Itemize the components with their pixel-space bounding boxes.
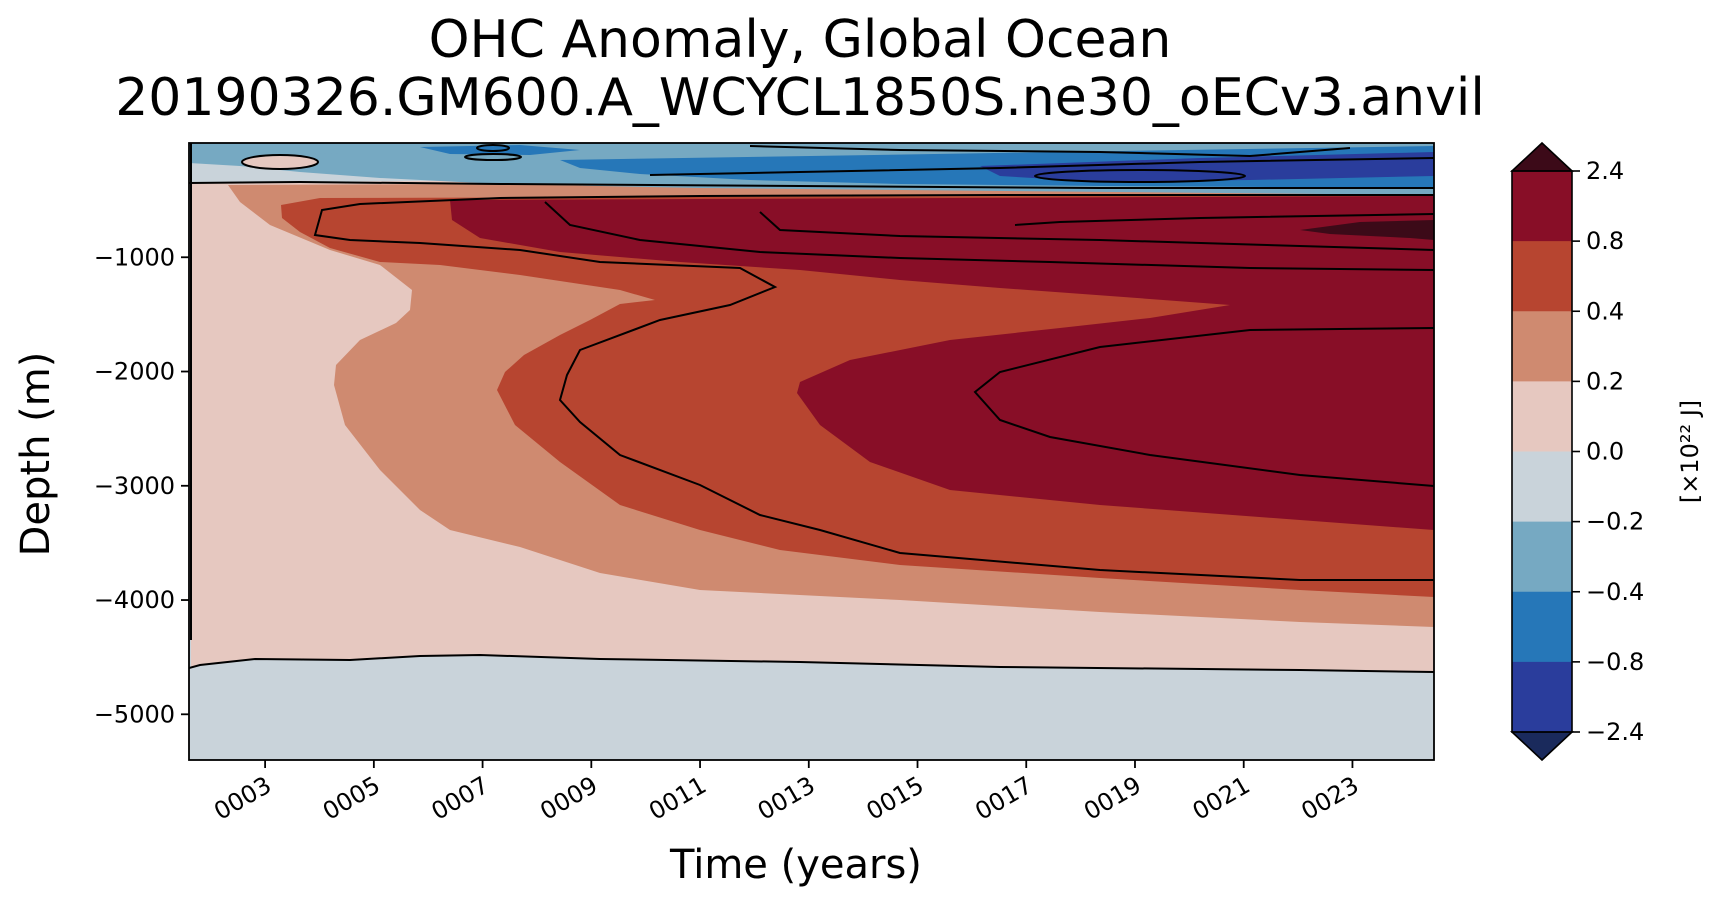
colorbar-bin: [1512, 451, 1572, 523]
colorbar-label: [×10²² J]: [1676, 400, 1704, 503]
chart-subtitle: 20190326.GM600.A_WCYCL1850S.ne30_oECv3.a…: [115, 68, 1485, 128]
y-tick-label: −5000: [94, 700, 175, 728]
x-tick-label: 0011: [644, 771, 711, 826]
colorbar: 2.4 0.8 0.4 0.2 0.0 −0.2 −0.4 −0.8 −2.4 [×10²² J]: [1509, 141, 1704, 762]
y-tick-label: −4000: [94, 586, 175, 614]
y-tick-label: −3000: [94, 472, 175, 500]
x-tick-label: 0017: [970, 771, 1037, 826]
contour-line-small-2: [464, 153, 522, 161]
colorbar-tick-label: −0.2: [1586, 508, 1644, 536]
contour-line-0p4: [313, 194, 1434, 581]
contour-line-surface-loop: [1034, 169, 1246, 183]
x-axis-ticks: 0003 0005 0007 0009 0011 0013 0015 0017 0019 0021…: [209, 760, 1363, 826]
x-tick-label: 0023: [1297, 771, 1364, 826]
colorbar-bin: [1512, 661, 1572, 733]
x-tick-label: 0009: [535, 771, 602, 826]
colorbar-tick-label: 0.2: [1586, 367, 1624, 395]
x-tick-label: 0013: [753, 771, 820, 826]
contour-line-small-1: [476, 144, 510, 152]
contour-line-surface-1: [649, 157, 1434, 176]
contour-line-surface-2: [749, 145, 1351, 158]
contour-line-upper-1: [544, 201, 1434, 271]
region-surface-neg-0p4-0p2-patch: [250, 145, 380, 154]
colorbar-over-extend: [1509, 141, 1575, 172]
colorbar-bin: [1512, 311, 1572, 382]
chart-title: OHC Anomaly, Global Ocean: [428, 10, 1172, 70]
contour-lines: [189, 143, 1434, 673]
colorbar-bin: [1512, 591, 1572, 663]
x-tick-label: 0021: [1188, 771, 1255, 826]
colorbar-tick-label: 0.4: [1586, 297, 1624, 325]
x-tick-label: 0015: [862, 771, 929, 826]
plot-frame: [188, 142, 1435, 761]
colorbar-under-extend: [1509, 731, 1575, 762]
contour-line-upper-3: [1014, 213, 1434, 226]
region-over-2p4: [1300, 220, 1434, 240]
x-tick-label: 0005: [318, 771, 385, 826]
y-axis-ticks: −1000 −2000 −3000 −4000 −5000: [94, 243, 189, 728]
y-tick-label: −1000: [94, 243, 175, 271]
colorbar-tick-label: −2.4: [1586, 718, 1644, 746]
x-tick-label: 0007: [427, 771, 494, 826]
contour-fill-layers: [189, 143, 1434, 760]
contour-line-zero-surface: [189, 180, 1434, 189]
region-0p8-2p4: [450, 196, 1434, 530]
contour-line-zero-deep: [189, 653, 1434, 673]
colorbar-tick-label: 0.8: [1586, 227, 1624, 255]
colorbar-bin: [1512, 381, 1572, 452]
contour-line-upper-2: [759, 211, 1434, 251]
colorbar-bin: [1512, 241, 1572, 312]
x-tick-label: 0019: [1079, 771, 1146, 826]
contour-line-surface-patch: [241, 154, 319, 170]
colorbar-tick-label: 2.4: [1586, 157, 1624, 185]
colorbar-bin: [1512, 521, 1572, 593]
x-tick-label: 0003: [209, 771, 276, 826]
colorbar-tick-label: −0.4: [1586, 578, 1644, 606]
colorbar-tick-label: 0.0: [1586, 438, 1624, 466]
y-tick-label: −2000: [94, 358, 175, 386]
x-axis-label: Time (years): [670, 842, 922, 888]
colorbar-bin: [1512, 171, 1572, 242]
contour-line-0p8: [973, 327, 1434, 487]
region-surface-pos-patch: [242, 155, 318, 169]
colorbar-tick-label: −0.8: [1586, 648, 1644, 676]
